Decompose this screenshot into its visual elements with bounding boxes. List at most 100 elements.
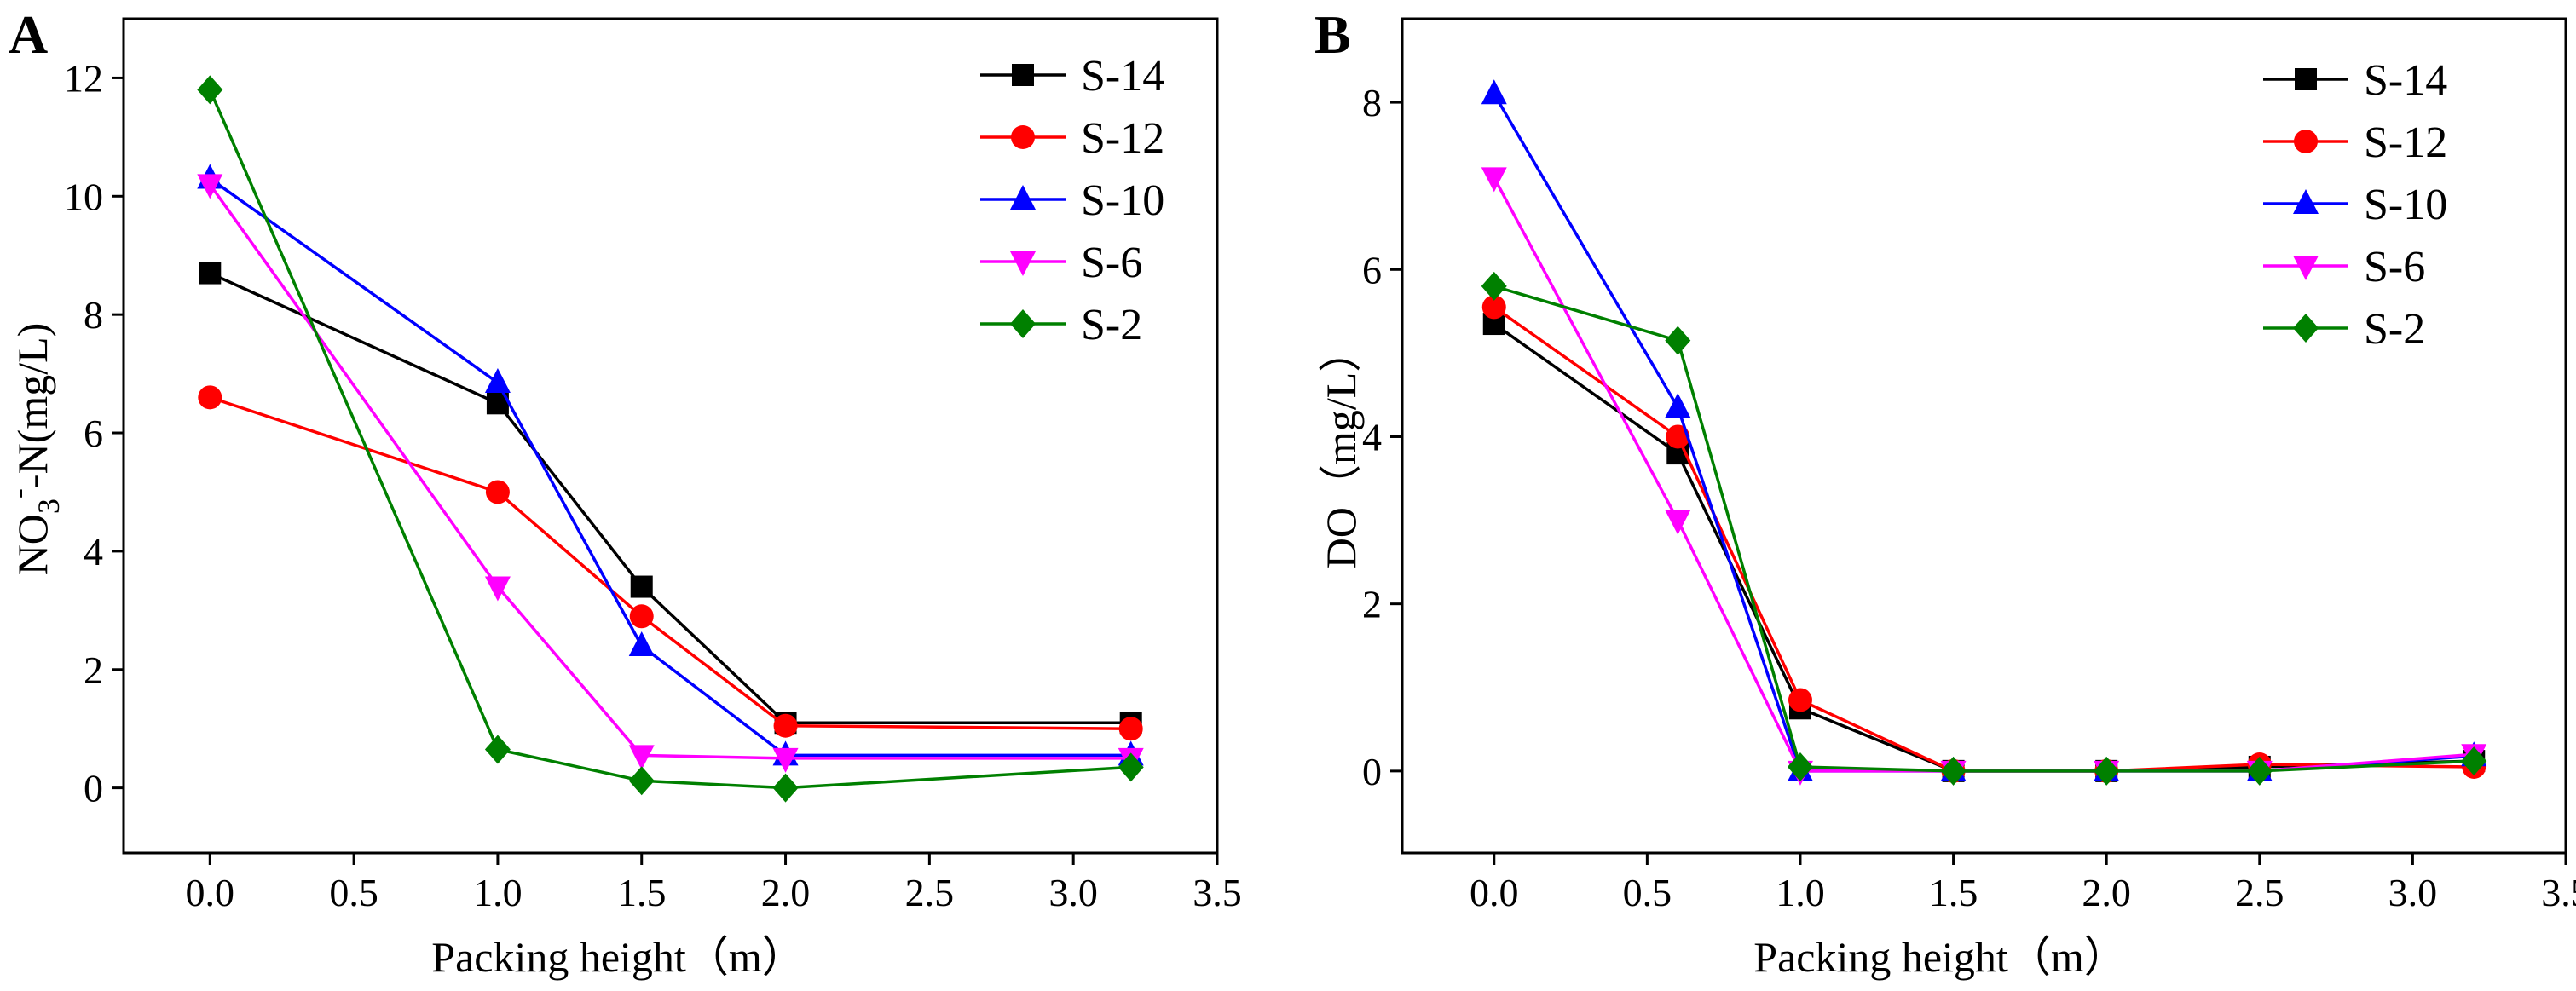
panel-b-series-s-10	[1481, 79, 2487, 781]
panel-a-legend-label-s-14: S-14	[1081, 52, 1164, 101]
panel-a-point-s-14	[199, 262, 222, 285]
panel-b-legend-label-s-12: S-12	[2364, 118, 2447, 167]
panel-a-x-tick-label: 2.5	[905, 871, 955, 914]
panel-a-point-s-2	[628, 766, 655, 796]
panel-b-point-s-2	[1940, 756, 1967, 786]
panel-b-x-tick-label: 1.5	[1929, 871, 1978, 914]
panel-b-x-tick-label: 3.0	[2388, 871, 2438, 914]
panel-a-x-tick-label: 1.0	[473, 871, 523, 914]
panel-a-chart: A Packing height（m） NO3--N(mg/L) 0.0 0.5 1…	[1, 4, 1242, 981]
panel-a-line-s-10	[209, 177, 1131, 758]
panel-b-line-s-14	[1493, 322, 2475, 773]
panel-a-legend: S-14 S-12 S-10 S-6 S-2	[980, 52, 1164, 349]
panel-a-series-s-2	[197, 75, 1144, 803]
panel-b-point-s-12	[1788, 688, 1812, 712]
panel-a-point-s-6	[772, 747, 799, 773]
panel-b-x-axis-title: Packing height（m）	[1753, 933, 2126, 981]
panel-b-point-s-6	[1481, 167, 1507, 193]
panel-b-point-s-12	[1481, 295, 1506, 320]
panel-a-y-tick-label: 0	[84, 767, 103, 810]
panel-a-line-s-2	[208, 89, 1131, 790]
panel-a-point-s-12	[773, 713, 798, 738]
panel-a-plot-frame	[122, 17, 1219, 855]
panel-b-legend-label-s-6: S-6	[2364, 243, 2425, 291]
panel-b-x-tick-label: 2.0	[2082, 871, 2131, 914]
panel-a-legend-marker-s-10	[1010, 185, 1036, 210]
panel-a-legend-label-s-10: S-10	[1081, 176, 1164, 225]
panel-a-point-s-10	[628, 631, 655, 656]
panel-b-point-s-6	[1665, 510, 1691, 535]
panel-b-letter: B	[1314, 4, 1351, 65]
panel-a-point-s-14	[630, 575, 653, 598]
panel-a-x-tick-label: 2.0	[761, 871, 811, 914]
panel-a-legend-label-s-2: S-2	[1081, 301, 1142, 349]
panel-a-x-tick-label: 3.5	[1193, 871, 1242, 914]
panel-b-x-tick-label: 2.5	[2235, 871, 2284, 914]
panel-a-x-axis-title: Packing height（m）	[431, 933, 804, 981]
panel-a-x-tick-label: 0.5	[329, 871, 378, 914]
panel-b-point-s-2	[2461, 746, 2487, 776]
panel-a-y-title-sub: 3	[32, 498, 66, 514]
panel-a-legend-label-s-12: S-12	[1081, 114, 1164, 163]
panel-b-point-s-2	[1665, 326, 1691, 355]
panel-b-legend-marker-s-14	[2295, 68, 2317, 90]
panel-a-point-s-12	[485, 480, 510, 504]
panel-a-y-tick-label: 4	[84, 530, 103, 573]
panel-a-point-s-12	[1118, 717, 1143, 741]
panel-b-legend-label-s-14: S-14	[2364, 56, 2447, 105]
panel-b-x-tick-label: 0.5	[1623, 871, 1672, 914]
panel-a-point-s-2	[197, 75, 223, 105]
panel-b-point-s-12	[1666, 424, 1690, 449]
panel-b-point-s-10	[1481, 79, 1507, 105]
panel-a-line-s-12	[209, 395, 1131, 730]
panel-a-point-s-2	[484, 735, 511, 764]
panel-b-x-tick-label: 1.0	[1776, 871, 1825, 914]
panel-b-y-tick-label: 8	[1362, 81, 1382, 124]
panel-a-letter: A	[9, 4, 48, 65]
panel-b-legend-marker-s-12	[2294, 130, 2318, 153]
panel-b-line-s-2	[1493, 285, 2475, 773]
panel-b-y-tick-label: 2	[1362, 583, 1382, 626]
panel-a-y-tick-label: 12	[64, 56, 103, 100]
panel-b-y-tick-label: 0	[1362, 750, 1382, 793]
panel-a-series-s-12	[198, 385, 1143, 741]
panel-b-y-tick-label: 4	[1362, 415, 1382, 458]
panel-a-point-s-12	[629, 604, 654, 629]
panel-b-legend-marker-s-2	[2293, 314, 2319, 343]
panel-a-legend-marker-s-2	[1010, 309, 1036, 338]
panel-b-line-s-12	[1493, 306, 2475, 773]
panel-a-point-s-10	[484, 368, 511, 394]
panel-b-line-s-10	[1493, 93, 2475, 773]
panel-a-legend-marker-s-12	[1011, 125, 1035, 149]
panel-a-y-tick-label: 2	[84, 648, 103, 692]
panel-a-point-s-6	[628, 745, 655, 770]
panel-b-series-s-2	[1481, 271, 2487, 786]
panel-a-x-tick-label: 3.0	[1048, 871, 1098, 914]
panel-b-point-s-2	[2094, 756, 2120, 786]
panel-a-series-s-10	[197, 164, 1144, 766]
panel-a-series-s-6	[197, 174, 1144, 773]
panel-a-legend-marker-s-14	[1012, 64, 1034, 86]
panel-a-legend-marker-s-6	[1010, 251, 1036, 276]
panel-a-x-tick-label: 1.5	[617, 871, 667, 914]
panel-b-y-tick-label: 6	[1362, 248, 1382, 291]
panel-a-y-tick-label: 6	[84, 412, 103, 455]
panel-b-point-s-10	[1665, 393, 1691, 418]
panel-b-series-s-14	[1482, 313, 2486, 782]
panel-a-series-s-14	[199, 262, 1142, 735]
panel-b-legend-marker-s-10	[2293, 189, 2319, 214]
panel-b-legend-marker-s-6	[2293, 256, 2319, 280]
panel-b-point-s-2	[1481, 271, 1507, 301]
panel-a-line-s-14	[209, 271, 1131, 724]
panel-a-y-title-rest: -N(mg/L)	[9, 323, 56, 488]
panel-a-point-s-2	[772, 773, 799, 803]
panel-b-chart: B Packing height（m） DO（mg/L） 0.0 0.5 1.0 1.…	[1314, 4, 2576, 981]
panel-a-x-tick-label: 0.0	[186, 871, 235, 914]
panel-b-legend-label-s-2: S-2	[2364, 305, 2425, 354]
panel-b-legend: S-14 S-12 S-10 S-6 S-2	[2263, 56, 2447, 354]
panel-a-y-title-sup: -	[1, 488, 35, 498]
panel-a-legend-label-s-6: S-6	[1081, 239, 1142, 287]
panel-a-y-tick-label: 10	[64, 175, 103, 218]
panel-a-point-s-2	[1118, 752, 1144, 782]
